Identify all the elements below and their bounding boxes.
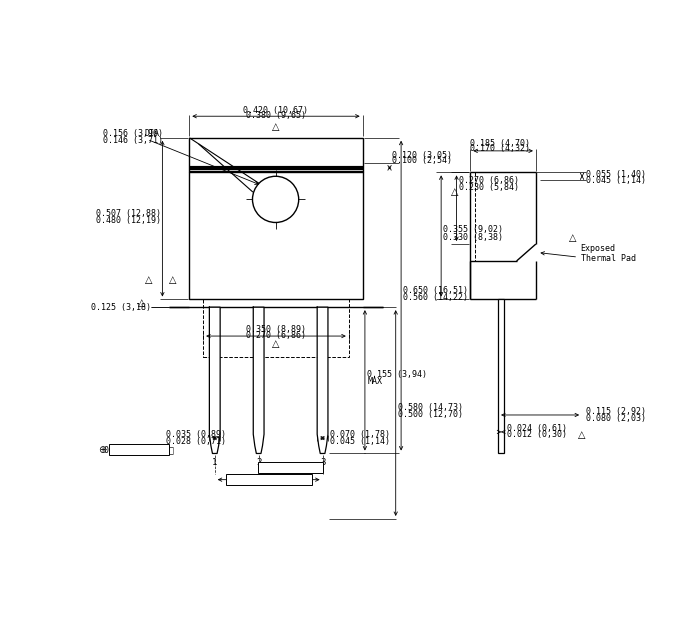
Text: 0.028 (0,71): 0.028 (0,71)	[167, 437, 226, 445]
Text: 0.270 (6,86): 0.270 (6,86)	[246, 331, 306, 340]
Text: 0.560 (14,22): 0.560 (14,22)	[403, 293, 468, 302]
Text: DIA: DIA	[145, 129, 160, 139]
Bar	[189, 138, 363, 172]
Text: 0.270 (6,86): 0.270 (6,86)	[459, 175, 519, 185]
Text: 0.045 (1,14): 0.045 (1,14)	[586, 177, 646, 185]
Text: 2: 2	[256, 458, 261, 467]
Text: 0.035 (0,89): 0.035 (0,89)	[167, 430, 226, 439]
Text: 0.115 (2,92): 0.115 (2,92)	[586, 407, 646, 415]
Text: 0.230 (5,84): 0.230 (5,84)	[459, 183, 519, 192]
Text: 0.125 (3,18): 0.125 (3,18)	[91, 303, 151, 312]
Text: 0.070 (1,78): 0.070 (1,78)	[330, 430, 391, 439]
Text: $\oplus$: $\oplus$	[99, 444, 108, 455]
Text: 0.120 (3,05): 0.120 (3,05)	[392, 151, 452, 160]
Text: 3: 3	[320, 458, 326, 467]
Text: 0.380 (9,65): 0.380 (9,65)	[246, 111, 306, 120]
Text: 0.010 (0,25) Ⓜ: 0.010 (0,25) Ⓜ	[104, 445, 174, 454]
Text: 0.080 (2,03): 0.080 (2,03)	[586, 414, 646, 422]
Text: $\triangle$: $\triangle$	[449, 186, 461, 198]
Text: 0.480 (12,19): 0.480 (12,19)	[96, 216, 161, 225]
Text: $\triangle$: $\triangle$	[567, 232, 578, 244]
Circle shape	[253, 176, 299, 223]
Text: 0.012 (0,30): 0.012 (0,30)	[507, 430, 566, 440]
Text: 0.155 (3,94): 0.155 (3,94)	[368, 371, 427, 379]
Bar	[189, 172, 363, 299]
Text: 0.156 (3,96): 0.156 (3,96)	[103, 129, 163, 139]
Text: 0.055 (1,40): 0.055 (1,40)	[586, 170, 646, 179]
Polygon shape	[209, 307, 220, 453]
Text: 1: 1	[212, 458, 218, 467]
Text: 0.146 (3,71): 0.146 (3,71)	[103, 136, 163, 146]
Text: 0.330 (8,38): 0.330 (8,38)	[442, 233, 503, 242]
Text: $\triangle$: $\triangle$	[143, 274, 154, 286]
Text: 0.100 (2,54): 0.100 (2,54)	[392, 156, 452, 165]
Bar	[225, 474, 312, 485]
Bar	[258, 462, 323, 473]
Text: 0.200 (5,08): 0.200 (5,08)	[239, 475, 299, 484]
Text: 0.650 (16,51): 0.650 (16,51)	[403, 285, 468, 295]
Text: 0.500 (12,70): 0.500 (12,70)	[398, 410, 463, 419]
Text: MAX: MAX	[368, 378, 382, 386]
Text: $\triangle$: $\triangle$	[576, 429, 588, 441]
Text: 0.045 (1,14): 0.045 (1,14)	[330, 437, 391, 445]
Text: 0.350 (8,89): 0.350 (8,89)	[246, 325, 306, 335]
Text: $\triangle$: $\triangle$	[167, 274, 178, 286]
Text: 0.580 (14,73): 0.580 (14,73)	[398, 403, 463, 412]
Polygon shape	[317, 307, 328, 453]
Bar	[498, 299, 504, 453]
Text: 0.170 (4,32): 0.170 (4,32)	[470, 144, 531, 153]
Text: Exposed
Thermal Pad: Exposed Thermal Pad	[580, 244, 636, 263]
Bar	[109, 444, 169, 455]
Text: $\triangle$: $\triangle$	[270, 338, 281, 350]
Bar	[203, 299, 349, 357]
Polygon shape	[253, 307, 264, 453]
Text: 0.355 (9,02): 0.355 (9,02)	[442, 225, 503, 234]
Text: 0.420 (10,67): 0.420 (10,67)	[244, 106, 309, 114]
Text: 0.100 (2,54): 0.100 (2,54)	[260, 463, 321, 472]
Text: 0.024 (0,61): 0.024 (0,61)	[507, 424, 566, 432]
Text: $\triangle$: $\triangle$	[270, 121, 281, 133]
Text: 0.185 (4,70): 0.185 (4,70)	[470, 139, 531, 147]
Text: 0.507 (12,88): 0.507 (12,88)	[96, 209, 161, 218]
Text: $\triangle$: $\triangle$	[136, 297, 147, 309]
